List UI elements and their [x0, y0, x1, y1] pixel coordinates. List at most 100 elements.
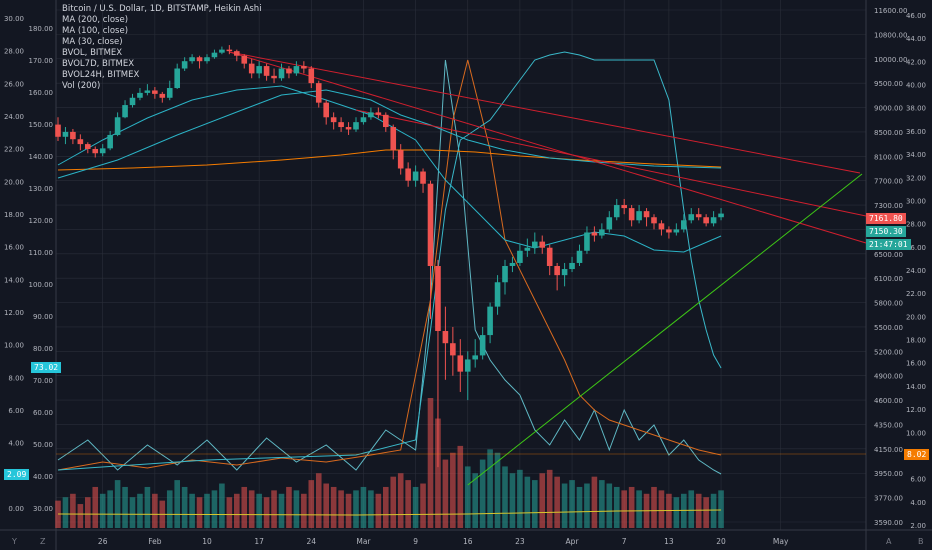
x-tick-label: Mar [356, 537, 371, 546]
volume-bar [554, 476, 560, 528]
volume-bar [122, 486, 128, 528]
axis-mode-b[interactable]: B [918, 537, 924, 546]
candle-body [673, 229, 680, 233]
volume-bar [152, 493, 158, 528]
right-axis-tick-label: 44.00 [906, 35, 926, 43]
x-tick-label: 20 [716, 537, 726, 546]
left-axis-b-tick-label: 80.00 [33, 345, 53, 353]
right-axis-tick-label: 14.00 [906, 383, 926, 391]
volume-bar [345, 493, 352, 528]
candle-body [651, 217, 657, 224]
candle-body [613, 205, 620, 218]
price-tick-label: 4900.00 [874, 373, 903, 381]
candle-body [353, 122, 359, 130]
volume-bar [278, 493, 285, 528]
right-axis-tick-label: 38.00 [906, 105, 926, 113]
volume-bar [107, 490, 113, 528]
volume-bar [226, 497, 233, 528]
legend-item-ma30[interactable]: MA (30, close) [62, 37, 123, 47]
right-axis-tick-label: 22.00 [906, 290, 926, 298]
right-axis-tick-label: 26.00 [906, 244, 926, 252]
candle-body [509, 262, 516, 266]
left-axis-a-tick-label: 12.00 [4, 309, 24, 317]
candle-body [420, 171, 426, 184]
legend-item-ma200[interactable]: MA (200, close) [62, 15, 129, 25]
left-axis-b-tick-label: 180.00 [29, 25, 54, 33]
volume-bar [710, 493, 717, 528]
axis-mode-a[interactable]: A [886, 537, 892, 546]
candle-body [554, 266, 560, 276]
candle-body [502, 266, 508, 283]
volume-bar [241, 486, 248, 528]
candle-body [196, 57, 203, 62]
right-axis-tick-label: 40.00 [906, 82, 926, 90]
candle-body [99, 148, 106, 154]
volume-bar [323, 483, 329, 528]
price-tick-label: 4350.00 [874, 421, 903, 429]
left-axis-a-tick-label: 6.00 [8, 407, 24, 415]
right-axis-tick-label: 12.00 [906, 406, 926, 414]
volume-bar [405, 480, 411, 528]
volume-bar [472, 473, 478, 528]
axis-mode-z[interactable]: Z [40, 537, 46, 546]
legend-item-bvol[interactable]: BVOL, BITMEX [62, 48, 123, 58]
candle-body [92, 148, 99, 154]
candle-body [293, 66, 300, 74]
volume-bar [673, 497, 680, 528]
right-axis-tick-label: 24.00 [906, 267, 926, 275]
left-axis-a-tick-label: 18.00 [4, 211, 24, 219]
volume-bar [464, 466, 471, 528]
price-tick-label: 10000.00 [874, 56, 907, 64]
volume-bar [479, 459, 486, 528]
right-axis-tick-label: 10.00 [906, 429, 926, 437]
x-tick-label: Apr [566, 537, 580, 546]
volume-bar [546, 469, 553, 528]
volume-bar [561, 483, 568, 528]
volume-bar [383, 486, 389, 528]
legend-item-bvol7d[interactable]: BVOL7D, BITMEX [62, 59, 135, 69]
volume-bar [248, 490, 255, 528]
legend-item-bvol24h[interactable]: BVOL24H, BITMEX [62, 70, 140, 80]
candle-body [189, 57, 195, 62]
countdown-tag: 21:47:01 [866, 239, 911, 250]
volume-bar [62, 497, 69, 528]
candle-body [532, 241, 538, 248]
x-tick-label: 17 [254, 537, 264, 546]
candle-body [703, 217, 709, 224]
left-axis-b-tick-label: 90.00 [33, 313, 53, 321]
left-axis-a-tick-label: 8.00 [8, 374, 24, 382]
volume-bar [524, 476, 531, 528]
volume-bar [576, 486, 583, 528]
candle-body [666, 229, 672, 233]
trendline-red-3 [355, 109, 867, 217]
left-axis-a-tick-label: 10.00 [4, 342, 24, 350]
left-axis-a-tick-label: 30.00 [4, 15, 24, 23]
volume-bar [584, 483, 590, 528]
candle-body [472, 355, 478, 360]
axis-mode-y[interactable]: Y [12, 537, 17, 546]
price-tick-label: 7300.00 [874, 202, 903, 210]
legend-item-ma100[interactable]: MA (100, close) [62, 26, 129, 36]
bvol-right-tag: 8.02 [904, 449, 930, 460]
left-axis-a-tick-label: 14.00 [4, 276, 24, 284]
volume-bar [681, 493, 687, 528]
price-tag-last: 7161.80 [866, 213, 906, 224]
left-small-tag: 2.09 [4, 469, 30, 480]
legend-item-vol[interactable]: Vol (200) [62, 81, 101, 91]
candle-body [55, 124, 61, 137]
candle-body [122, 105, 128, 118]
left-axis-a-tick-label: 28.00 [4, 48, 24, 56]
volume-bar [442, 459, 449, 528]
x-tick-label: Feb [148, 537, 162, 546]
candle-body [636, 211, 642, 221]
candle-body [308, 68, 315, 84]
volume-bar [308, 480, 315, 528]
candle-body [464, 359, 471, 372]
candle-body [561, 269, 568, 276]
left-axis-b-tick-label: 100.00 [29, 281, 54, 289]
candle-body [569, 262, 575, 270]
candle-body [450, 343, 456, 356]
price-tick-label: 10800.00 [874, 31, 907, 39]
volume-bar [502, 466, 508, 528]
